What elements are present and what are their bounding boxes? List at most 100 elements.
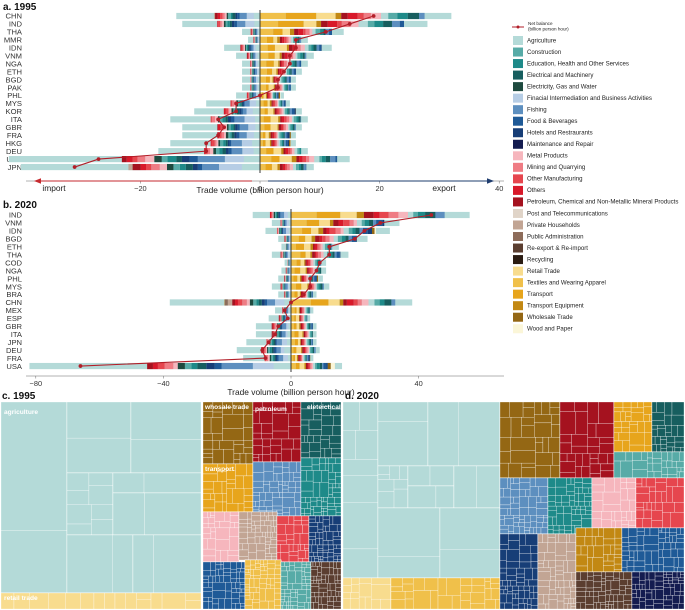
import-segment-Fishing: [280, 211, 285, 219]
export-segment-Hotels and Restraurants: [339, 251, 341, 258]
export-segment-Education, Health and Other Services: [280, 100, 282, 107]
treemap-tile: [644, 421, 653, 433]
legend-net-title-line: Net balance: [528, 21, 553, 26]
treemap-tile: [530, 553, 539, 562]
treemap-tile: [658, 527, 663, 532]
legend-swatch-Wood and Paper: [513, 324, 523, 334]
export-segment-Construction: [309, 331, 312, 338]
treemap-tile: [547, 516, 553, 526]
treemap-tile: [521, 417, 535, 426]
import-segment-Petroleum, Chemical and Non-Metallic Mineral Products: [132, 163, 141, 171]
treemap-tile: [247, 518, 252, 524]
export-segment-Construction: [361, 219, 365, 227]
export-segment-Retail Trade: [296, 323, 300, 330]
export-segment-Transport Equipment: [356, 211, 364, 219]
export-segment-Mining and Quarrying: [335, 227, 341, 235]
import-segment-Private Households: [227, 299, 233, 306]
export-segment-Fishing: [322, 283, 324, 290]
treemap-tile: [284, 481, 289, 486]
import-segment-Electrical and Machinery: [233, 124, 236, 131]
treemap-tile: [626, 482, 637, 490]
export-segment-Fishing: [331, 243, 333, 250]
treemap-tile: [333, 606, 342, 610]
treemap-tile: [279, 492, 283, 499]
treemap-tile: [581, 514, 593, 520]
export-segment-Transport: [278, 20, 304, 28]
export-segment-Other Manufacturing: [300, 354, 302, 362]
treemap-tile: [646, 502, 652, 511]
treemap-tile: [547, 537, 556, 543]
treemap-tile: [582, 453, 591, 467]
treemap-tile: [293, 477, 302, 482]
export-segment-Metal Products: [304, 307, 306, 314]
import-segment-Agriculture: [255, 124, 260, 131]
export-arrow-head: [487, 178, 494, 184]
legend-swatch-Transport: [513, 289, 523, 299]
treemap-tile: [547, 495, 556, 502]
import-segment-Electricity, Gas and Water: [226, 12, 229, 20]
treemap-tile: [202, 601, 209, 610]
export-segment-Fishing: [310, 323, 312, 330]
treemap-tile: [529, 477, 536, 487]
export-segment-Education, Health and Other Services: [320, 28, 324, 36]
import-segment-Electrical and Machinery: [279, 331, 281, 338]
x-axis-title: Trade volume (billion person hour): [196, 185, 323, 195]
treemap-tile: [558, 533, 567, 543]
treemap-tile: [286, 539, 295, 545]
export-segment-Transport: [262, 132, 266, 139]
treemap-tile: [257, 559, 261, 564]
treemap-tile: [601, 511, 612, 520]
legend-label: Textiles and Wearing Apparel: [527, 279, 606, 286]
export-segment-Metal Products: [281, 84, 283, 91]
country-tick-label: CHN: [6, 12, 22, 21]
export-segment-Transport Equipment: [266, 92, 267, 99]
import-segment-Metal Products: [223, 132, 226, 139]
treemap-tile: [499, 488, 504, 498]
import-segment-Other Manufacturing: [247, 92, 249, 99]
treemap-tile: [332, 487, 342, 493]
export-segment-Hotels and Restraurants: [326, 362, 328, 370]
export-segment-Education, Health and Other Services: [321, 155, 326, 163]
treemap-tile: [249, 578, 255, 588]
treemap-tile: [460, 585, 473, 593]
treemap-tile: [673, 566, 678, 573]
export-segment-Petroleum, Chemical and Non-Metallic Mineral Products: [274, 108, 277, 115]
treemap-tile: [589, 453, 599, 459]
treemap-tile: [603, 554, 609, 562]
country-tick-label: THA: [7, 28, 23, 37]
treemap-tile: [559, 472, 576, 479]
import-segment-Education, Health and Other Services: [227, 20, 230, 28]
treemap-tile: [555, 486, 567, 496]
treemap-tile: [559, 461, 576, 473]
treemap-tile: [502, 580, 508, 587]
treemap-tile: [355, 430, 379, 460]
export-segment-Others: [308, 267, 310, 274]
export-segment-Petroleum, Chemical and Non-Metallic Mineral Products: [312, 251, 315, 258]
treemap-tile: [389, 465, 400, 480]
import-segment-Electrical and Machinery: [276, 211, 279, 219]
export-segment-Construction: [315, 28, 321, 36]
treemap-tile: [308, 539, 313, 546]
treemap-tile: [264, 511, 270, 517]
import-segment-Electricity, Gas and Water: [281, 315, 283, 322]
treemap-tile: [223, 572, 231, 577]
import-segment-Fishing: [276, 347, 281, 354]
treemap-tile: [591, 491, 604, 501]
treemap-tile: [104, 592, 116, 610]
export-segment-Construction: [295, 163, 299, 171]
legend-net-title-line: (billion person hour): [528, 27, 569, 32]
treemap-tile: [585, 510, 593, 515]
import-segment-Metal Products: [221, 20, 224, 28]
treemap-tile: [626, 560, 635, 567]
treemap-tile: [555, 574, 564, 582]
import-segment-Agriculture: [288, 323, 291, 330]
treemap-tile: [256, 550, 266, 561]
treemap-tile: [300, 419, 310, 426]
export-segment-Transport: [295, 283, 302, 290]
import-segment-Hotels and Restraurants: [181, 155, 190, 163]
treemap-tile: [314, 556, 319, 559]
legend-label: Electrical and Machinery: [527, 72, 594, 79]
x-tick-label: −40: [157, 379, 170, 388]
import-segment-Construction: [173, 163, 180, 171]
import-segment-Education, Health and Other Services: [179, 163, 186, 171]
